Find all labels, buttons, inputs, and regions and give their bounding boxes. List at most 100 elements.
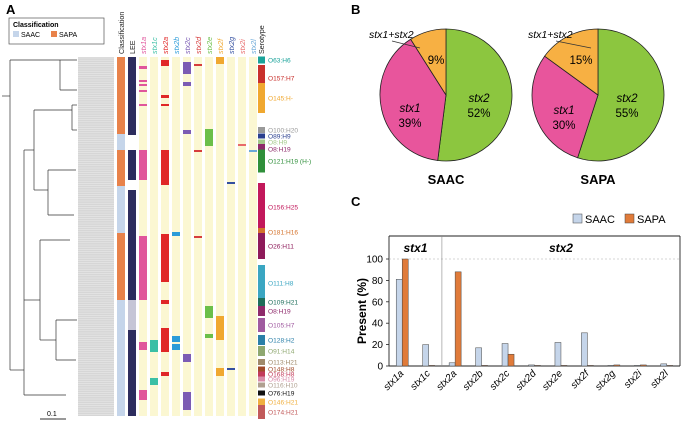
sapa-callout-line — [555, 40, 592, 49]
stx-presence-mark — [139, 236, 147, 300]
y-tick-label: 60 — [372, 297, 384, 308]
bar-saac — [554, 342, 562, 367]
lee-cell — [128, 190, 136, 300]
stx-presence-mark — [216, 368, 224, 376]
stx-presence-mark — [249, 150, 257, 152]
stx-column-bg — [172, 57, 180, 416]
saac-callout-line — [391, 40, 421, 49]
group-label-stx2: stx2 — [549, 241, 573, 255]
bar-sapa — [560, 365, 568, 367]
sapa-callout: stx1+stx2 — [528, 29, 573, 41]
pie-slice-value: 52% — [467, 108, 490, 120]
legend-label-sapa: SAPA — [59, 32, 77, 39]
panel-b-label: B — [351, 2, 360, 17]
serotype-color-block — [258, 149, 265, 173]
pie-slice-stx2 — [577, 28, 665, 162]
pie-slice-value: 15% — [569, 55, 592, 67]
lee-cell — [128, 180, 136, 190]
leaf-label-block — [78, 57, 114, 416]
legend-swatch-sapa — [624, 213, 635, 224]
lee-cell — [128, 135, 136, 150]
stx-presence-mark — [161, 300, 169, 304]
x-tick-label: stx2f — [569, 367, 593, 391]
y-tick-label: 0 — [377, 362, 383, 373]
stx-presence-mark — [205, 306, 213, 318]
pie-chart-sapa: stx2 55% stx1 30% 15% — [531, 28, 665, 162]
serotype-color-block — [258, 376, 265, 382]
y-tick-label: 20 — [372, 340, 384, 351]
serotype-label: O76:H19 — [268, 390, 295, 397]
serotype-color-block — [258, 398, 265, 406]
pie-slice-stx1-stx2 — [410, 28, 447, 97]
serotype-color-block — [258, 298, 265, 306]
serotype-column: O63:H6O157:H7O145:H-O100:H20O89:H9O8:H9O… — [258, 56, 311, 419]
serotype-label: O8:H9 — [268, 139, 287, 146]
stx-presence-mark — [139, 342, 147, 350]
pie-chart-saac: stx2 52% stx1 39% 9% — [379, 28, 513, 162]
lee-cell — [128, 150, 136, 180]
x-tick-label: stx2g — [593, 368, 618, 393]
lee-cell — [128, 330, 136, 416]
serotype-color-block — [258, 306, 265, 316]
y-axis-label: Present (%) — [355, 278, 369, 344]
stx-presence-mark — [161, 328, 169, 340]
heatmap-columns — [117, 57, 257, 416]
serotype-label: O113:H21 — [268, 359, 298, 366]
stx-presence-mark — [183, 82, 191, 86]
stx-column-bg — [249, 57, 257, 416]
serotype-label: O63:H6 — [268, 57, 291, 64]
leaf-lines — [78, 57, 114, 415]
stx-column-bg — [216, 57, 224, 416]
stx-presence-mark — [216, 57, 224, 64]
bar-sapa — [613, 364, 621, 367]
pie-slice-stx1-stx2 — [544, 28, 599, 96]
pie-slice-value: 55% — [615, 108, 638, 120]
stx-presence-mark — [150, 340, 158, 348]
phylogenetic-tree — [2, 59, 77, 396]
classification-cell — [117, 186, 125, 233]
column-header: stx2d — [194, 36, 203, 54]
serotype-color-block — [258, 133, 265, 139]
serotype-color-block — [258, 127, 265, 133]
stx-presence-mark — [205, 129, 213, 146]
stx-presence-mark — [139, 80, 147, 82]
stx-presence-mark — [183, 62, 191, 74]
column-header: Serotype — [257, 25, 266, 54]
bar-saac — [528, 364, 535, 367]
bar-saac — [422, 344, 429, 367]
x-tick-label: stx2a — [435, 368, 460, 393]
y-tick-label: 40 — [372, 319, 384, 330]
x-tick-label: stx2b — [461, 368, 486, 393]
column-header: stx1c — [150, 37, 159, 54]
serotype-color-block — [258, 390, 265, 396]
stx-presence-mark — [150, 348, 158, 352]
sapa-pie-title: SAPA — [580, 172, 616, 187]
column-headers: Classification LEE stx1a stx1c stx2a stx2b stx… — [117, 12, 266, 54]
serotype-label: O105:H7 — [268, 322, 295, 329]
stx-presence-mark — [139, 150, 147, 180]
x-tick-label: stx2i — [622, 368, 645, 391]
stx-presence-mark — [172, 344, 180, 350]
stx-presence-mark — [183, 392, 191, 410]
serotype-label: O181:H16 — [268, 229, 298, 236]
pie-slice-name: stx2 — [468, 93, 490, 105]
bar-sapa — [666, 365, 674, 367]
stx-column-bg — [183, 57, 191, 416]
bar-sapa — [401, 258, 409, 367]
serotype-color-block — [258, 405, 265, 419]
serotype-color-block — [258, 366, 265, 372]
x-tick-label: stx2d — [514, 368, 539, 393]
legend-label-saac: SAAC — [585, 214, 615, 226]
bar-saac — [448, 362, 456, 367]
column-header: stx2a — [161, 37, 170, 54]
stx-presence-mark — [139, 84, 147, 86]
serotype-color-block — [258, 335, 265, 345]
x-tick-label: stx2l — [649, 368, 672, 391]
bar-chart: stx1 stx2 0 20 40 60 80 100 Present (%) stx1a stx1… — [355, 213, 681, 393]
stx-presence-mark — [161, 104, 169, 106]
bar-sapa — [428, 365, 435, 367]
stx-presence-mark — [205, 334, 213, 338]
legend-swatch-saac — [572, 213, 583, 224]
stx-presence-mark — [227, 182, 235, 184]
